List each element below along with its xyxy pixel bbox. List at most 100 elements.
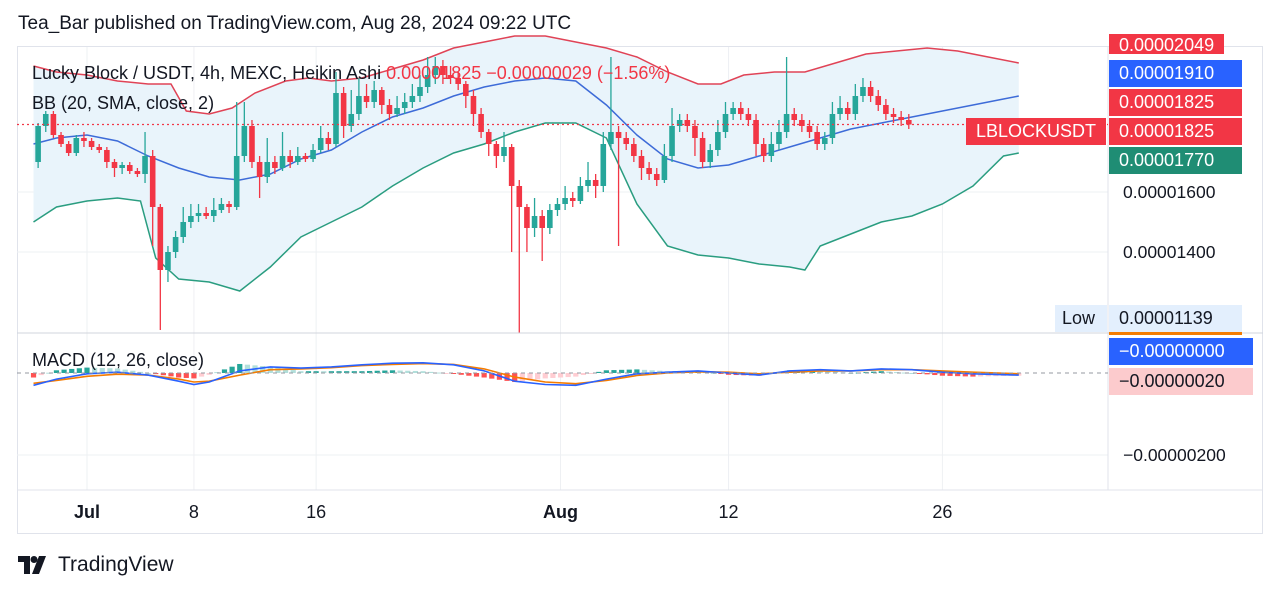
macd-histogram-bar [99, 368, 105, 373]
candle-body [210, 210, 217, 216]
candle [172, 231, 179, 258]
candle [81, 132, 87, 147]
tradingview-logo-icon [18, 556, 46, 574]
candle-body [302, 156, 309, 159]
candle-body [325, 138, 332, 144]
macd-histogram-bar [397, 370, 403, 373]
candle-body [394, 108, 400, 114]
macd-histogram-bar [451, 373, 457, 374]
candle [905, 114, 912, 129]
candle [516, 180, 523, 333]
candle [791, 108, 798, 126]
macd-histogram-bar [626, 369, 632, 373]
macd-histogram-bar [206, 373, 212, 375]
macd-histogram-bar [725, 373, 732, 375]
candle-body [485, 132, 492, 144]
candle [646, 162, 652, 180]
candle [631, 138, 637, 162]
candle [188, 204, 194, 228]
candle-body [455, 78, 461, 84]
symbol-price-tag: 0.00001825 [1109, 118, 1242, 145]
bb-legend: BB (20, SMA, close, 2) [32, 93, 215, 113]
macd-histogram-bar [389, 370, 396, 373]
candle-body [539, 216, 545, 228]
candle [371, 81, 377, 108]
candle [592, 174, 599, 198]
macd-histogram-bar [382, 370, 388, 373]
candle-body [867, 87, 874, 96]
macd-histogram-bar [603, 370, 609, 373]
macd-histogram-bar [527, 373, 533, 381]
macd-histogram-bar [412, 370, 419, 373]
candle-body [104, 150, 110, 162]
candle-body [371, 90, 377, 102]
candle-body [126, 165, 133, 171]
candle [287, 150, 293, 168]
candle-body [470, 96, 477, 114]
macd-histogram-bar [535, 373, 541, 380]
candle [455, 72, 461, 90]
macd-histogram-bar [886, 371, 892, 373]
candle-body [508, 147, 515, 186]
macd-histogram-bar [229, 366, 235, 373]
macd-histogram-bar [237, 363, 243, 373]
candle [417, 75, 423, 102]
macd-histogram-bar [176, 373, 182, 378]
tradingview-logo[interactable]: TradingView [18, 553, 174, 577]
time-axis-label: 12 [718, 502, 739, 522]
macd-histogram-bar [244, 364, 250, 373]
candle-body [608, 132, 614, 144]
macd-histogram-bar [588, 373, 594, 374]
candle [585, 162, 591, 192]
macd-histogram-bar [130, 370, 136, 373]
low-label: Low [1055, 305, 1107, 332]
macd-histogram-bar [596, 371, 602, 373]
candle-body [585, 180, 591, 186]
candle-body [272, 162, 278, 168]
candle-body [692, 126, 698, 138]
candle [379, 87, 385, 114]
candle [554, 198, 561, 216]
candle-body [501, 147, 507, 156]
macd-histogram-bar [955, 373, 961, 377]
candle [333, 72, 339, 147]
candle-body [753, 120, 759, 144]
candle [233, 102, 240, 210]
macd-histogram-bar [619, 369, 625, 373]
candle [692, 120, 698, 156]
macd-histogram-bar [466, 373, 472, 376]
candle [88, 138, 95, 150]
macd-histogram-bar [443, 373, 449, 374]
candle-body [172, 237, 179, 252]
macd-histogram-bar [473, 373, 480, 377]
candle [394, 96, 400, 117]
candle-body [844, 108, 851, 114]
macd-histogram-bar [580, 373, 587, 376]
candle-body [890, 114, 897, 117]
macd-histogram-bar [298, 371, 304, 373]
macd-histogram-bar [916, 373, 923, 374]
candle-body [356, 96, 362, 114]
candle [165, 246, 171, 282]
macd-histogram-bar [214, 372, 220, 374]
macd-histogram-bar [53, 370, 60, 373]
candle-body [317, 138, 324, 150]
candle [799, 114, 805, 132]
candle [783, 57, 790, 138]
macd-histogram-bar [504, 373, 510, 381]
candle-body [111, 162, 118, 168]
macd-histogram-bar [634, 369, 640, 373]
candle [65, 141, 72, 156]
candle [463, 81, 469, 108]
candle-body [898, 117, 904, 120]
candle-body [699, 138, 706, 162]
candle [226, 201, 232, 213]
candle-body [883, 105, 889, 114]
candle [409, 84, 416, 108]
candle [875, 90, 882, 111]
candle [493, 141, 500, 168]
macd-histogram-bar [542, 373, 548, 379]
candle [867, 81, 874, 102]
candle-body [821, 138, 828, 144]
